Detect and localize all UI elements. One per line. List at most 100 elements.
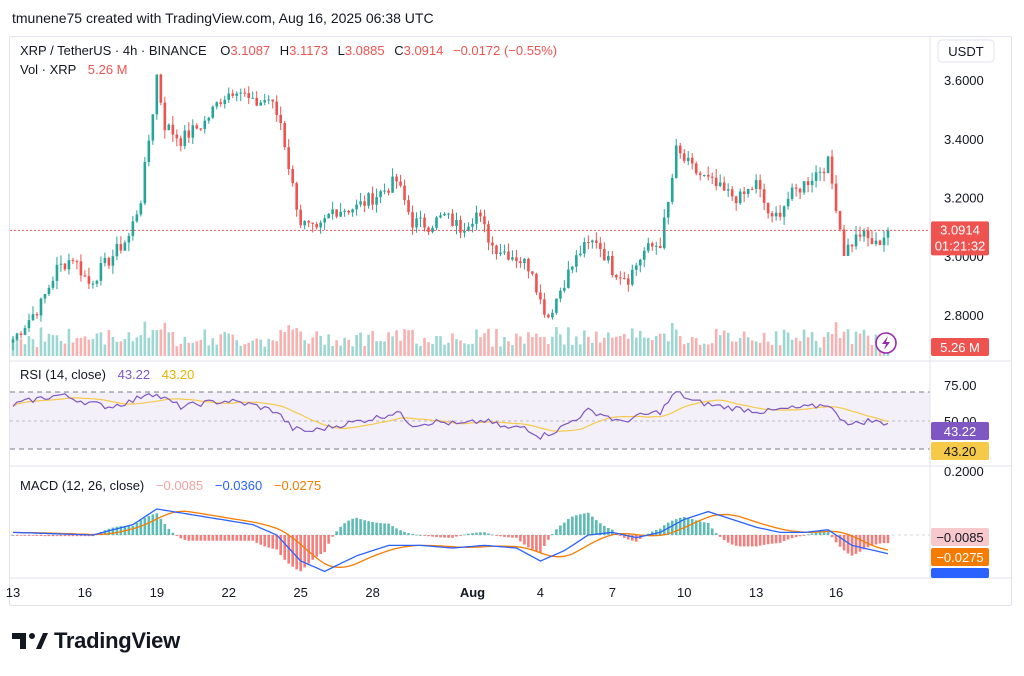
macd-histogram-bar — [551, 534, 554, 535]
volume-bar — [487, 328, 490, 356]
volume-bar — [694, 338, 698, 356]
candle-body — [475, 212, 478, 224]
time-tick-label: Aug — [460, 585, 485, 600]
macd-histogram-bar — [798, 535, 802, 537]
candle-body — [630, 269, 634, 285]
currency-button-bg[interactable] — [937, 39, 995, 63]
rsi-title: RSI (14, close) — [20, 367, 106, 382]
macd-histogram-bar — [255, 535, 259, 543]
rsi-legend[interactable]: RSI (14, close) 43.22 43.20 — [20, 367, 194, 382]
candle-body — [323, 218, 326, 223]
macd-histogram-bar — [722, 535, 726, 541]
macd-histogram-bar — [331, 535, 334, 537]
macd-histogram-bar — [479, 532, 482, 535]
volume-bar — [563, 344, 566, 356]
macd-histogram-bar — [567, 519, 570, 535]
candle-body — [399, 181, 402, 186]
candle-body — [826, 156, 830, 174]
volume-bar — [387, 332, 390, 356]
volume-bar — [355, 334, 358, 356]
volume-bar — [423, 337, 426, 356]
macd-histogram-bar — [782, 535, 786, 542]
volume-bar — [131, 341, 135, 356]
candle-body — [634, 265, 638, 270]
candle-body — [786, 198, 790, 207]
candle-body — [271, 99, 275, 102]
macd-histogram-bar — [742, 535, 746, 547]
macd-histogram-bar — [175, 535, 179, 536]
volume-bar — [267, 338, 271, 356]
macd-histogram-bar — [339, 526, 342, 535]
volume-bar — [758, 342, 762, 356]
volume-bar — [47, 333, 51, 356]
volume-bar — [654, 335, 658, 356]
candle-body — [543, 299, 546, 315]
volume-bar — [75, 338, 79, 356]
macd-histogram-bar — [111, 527, 115, 535]
volume-bar — [311, 337, 314, 356]
candle-body — [211, 106, 215, 118]
tradingview-logo-icon — [12, 633, 48, 649]
macd-histogram-bar — [211, 535, 215, 541]
macd-histogram-bar — [235, 535, 239, 541]
candle-body — [71, 260, 75, 262]
volume-bar — [39, 327, 43, 356]
volume-bar — [531, 337, 534, 356]
volume-bar — [439, 336, 442, 356]
candle-body — [327, 214, 330, 219]
volume-bar — [738, 337, 742, 356]
candle-body — [587, 242, 590, 244]
macd-histogram-bar — [519, 535, 522, 542]
volume-bar — [199, 339, 203, 356]
volume-bar — [155, 330, 159, 356]
candle-body — [119, 244, 123, 251]
macd-line-value: −0.0360 — [215, 478, 262, 493]
candle-body — [139, 203, 143, 215]
macd-histogram-bar — [483, 532, 486, 535]
volume-bar — [99, 332, 103, 356]
volume-bar — [750, 340, 754, 356]
ohlc-low: 3.0885 — [345, 43, 385, 58]
macd-histogram-bar — [303, 535, 306, 568]
candle-body — [662, 217, 666, 249]
macd-histogram-bar — [215, 535, 219, 541]
volume-legend-value: 5.26 M — [88, 62, 128, 77]
macd-histogram-bar — [866, 535, 870, 548]
volume-bar — [211, 338, 215, 356]
volume-bar — [183, 336, 187, 356]
candle-body — [375, 197, 378, 205]
volume-bar — [822, 336, 826, 356]
volume-bar — [599, 342, 602, 356]
volume-legend[interactable]: Vol · XRP 5.26 M — [20, 62, 128, 77]
macd-histogram-bar — [455, 535, 458, 537]
macd-histogram-bar — [239, 535, 243, 541]
volume-bar — [539, 336, 542, 356]
candle-body — [195, 125, 199, 129]
time-tick-label: 13 — [749, 585, 763, 600]
volume-bar — [535, 333, 538, 356]
candle-body — [615, 275, 618, 278]
volume-bar — [435, 335, 438, 356]
volume-bar — [395, 330, 398, 356]
currency-button[interactable]: USDT — [948, 44, 983, 59]
candle-body — [854, 234, 858, 247]
ohlc-close-label: C — [394, 43, 403, 58]
candle-body — [734, 196, 738, 204]
time-tick-label: 13 — [6, 585, 20, 600]
candle-body — [874, 240, 878, 245]
main-legend[interactable]: XRP / TetherUS · 4h · BINANCE O3.1087 H3… — [20, 43, 557, 58]
volume-bar — [551, 336, 554, 356]
volume-bar — [603, 337, 606, 356]
candle-body — [255, 97, 259, 106]
macd-histogram-bar — [51, 535, 55, 537]
macd-histogram-bar — [163, 524, 167, 535]
macd-legend[interactable]: MACD (12, 26, close) −0.0085 −0.0360 −0.… — [20, 478, 321, 493]
candle-body — [147, 140, 151, 162]
tradingview-logo[interactable]: TradingView — [12, 628, 180, 654]
candle-body — [862, 230, 866, 237]
time-tick-label: 10 — [677, 585, 691, 600]
candle-body — [167, 124, 171, 131]
symbol-title[interactable]: XRP / TetherUS · 4h · BINANCE — [20, 43, 207, 58]
